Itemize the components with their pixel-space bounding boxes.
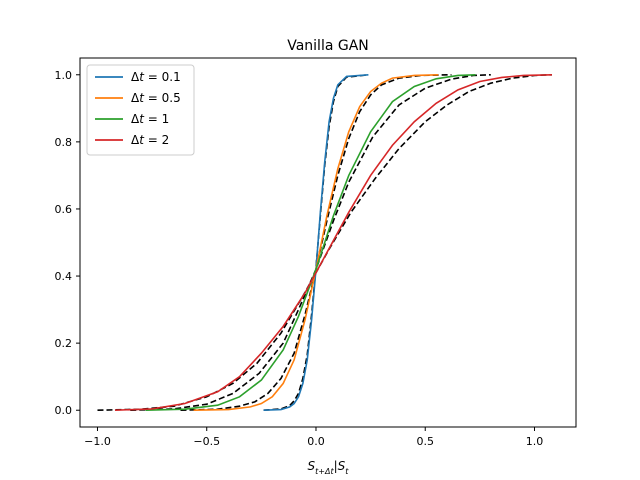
legend-label-3: Δt = 1 (131, 112, 169, 126)
y-tick-label: 0.6 (55, 203, 73, 216)
reference-curve-2 (180, 73, 452, 412)
y-tick-label: 1.0 (55, 69, 73, 82)
legend-label-4: Δt = 2 (131, 133, 169, 147)
x-tick-label: 0.5 (416, 435, 434, 448)
reference-curve-4 (97, 73, 552, 412)
x-tick-label: 0.0 (307, 435, 325, 448)
plot-frame (79, 57, 577, 428)
x-tick-label: −1.0 (84, 435, 111, 448)
x-tick-label: 1.0 (526, 435, 544, 448)
legend-box (86, 64, 195, 156)
x-axis-label: St+Δt|St (308, 459, 350, 476)
y-tick-label: 0.2 (55, 337, 73, 350)
legend: Δt = 0.1 Δt = 0.5 Δt = 1 Δt = 2 (86, 64, 195, 156)
legend-label-2: Δt = 0.5 (131, 91, 181, 105)
y-axis: 0.0 0.2 0.4 0.6 0.8 1.0 (55, 69, 80, 417)
y-tick-label: 0.4 (55, 270, 73, 283)
plot-area (97, 73, 552, 412)
series-line-3 (145, 73, 476, 412)
series-line-1 (263, 73, 369, 412)
series-line-4 (114, 73, 552, 412)
x-axis: −1.0 −0.5 0.0 0.5 1.0 (84, 427, 543, 448)
series-line-2 (193, 73, 439, 412)
legend-label-1: Δt = 0.1 (131, 70, 181, 84)
x-tick-label: −0.5 (193, 435, 220, 448)
y-tick-label: 0.0 (55, 404, 73, 417)
chart-title: Vanilla GAN (287, 38, 369, 54)
y-tick-label: 0.8 (55, 136, 73, 149)
